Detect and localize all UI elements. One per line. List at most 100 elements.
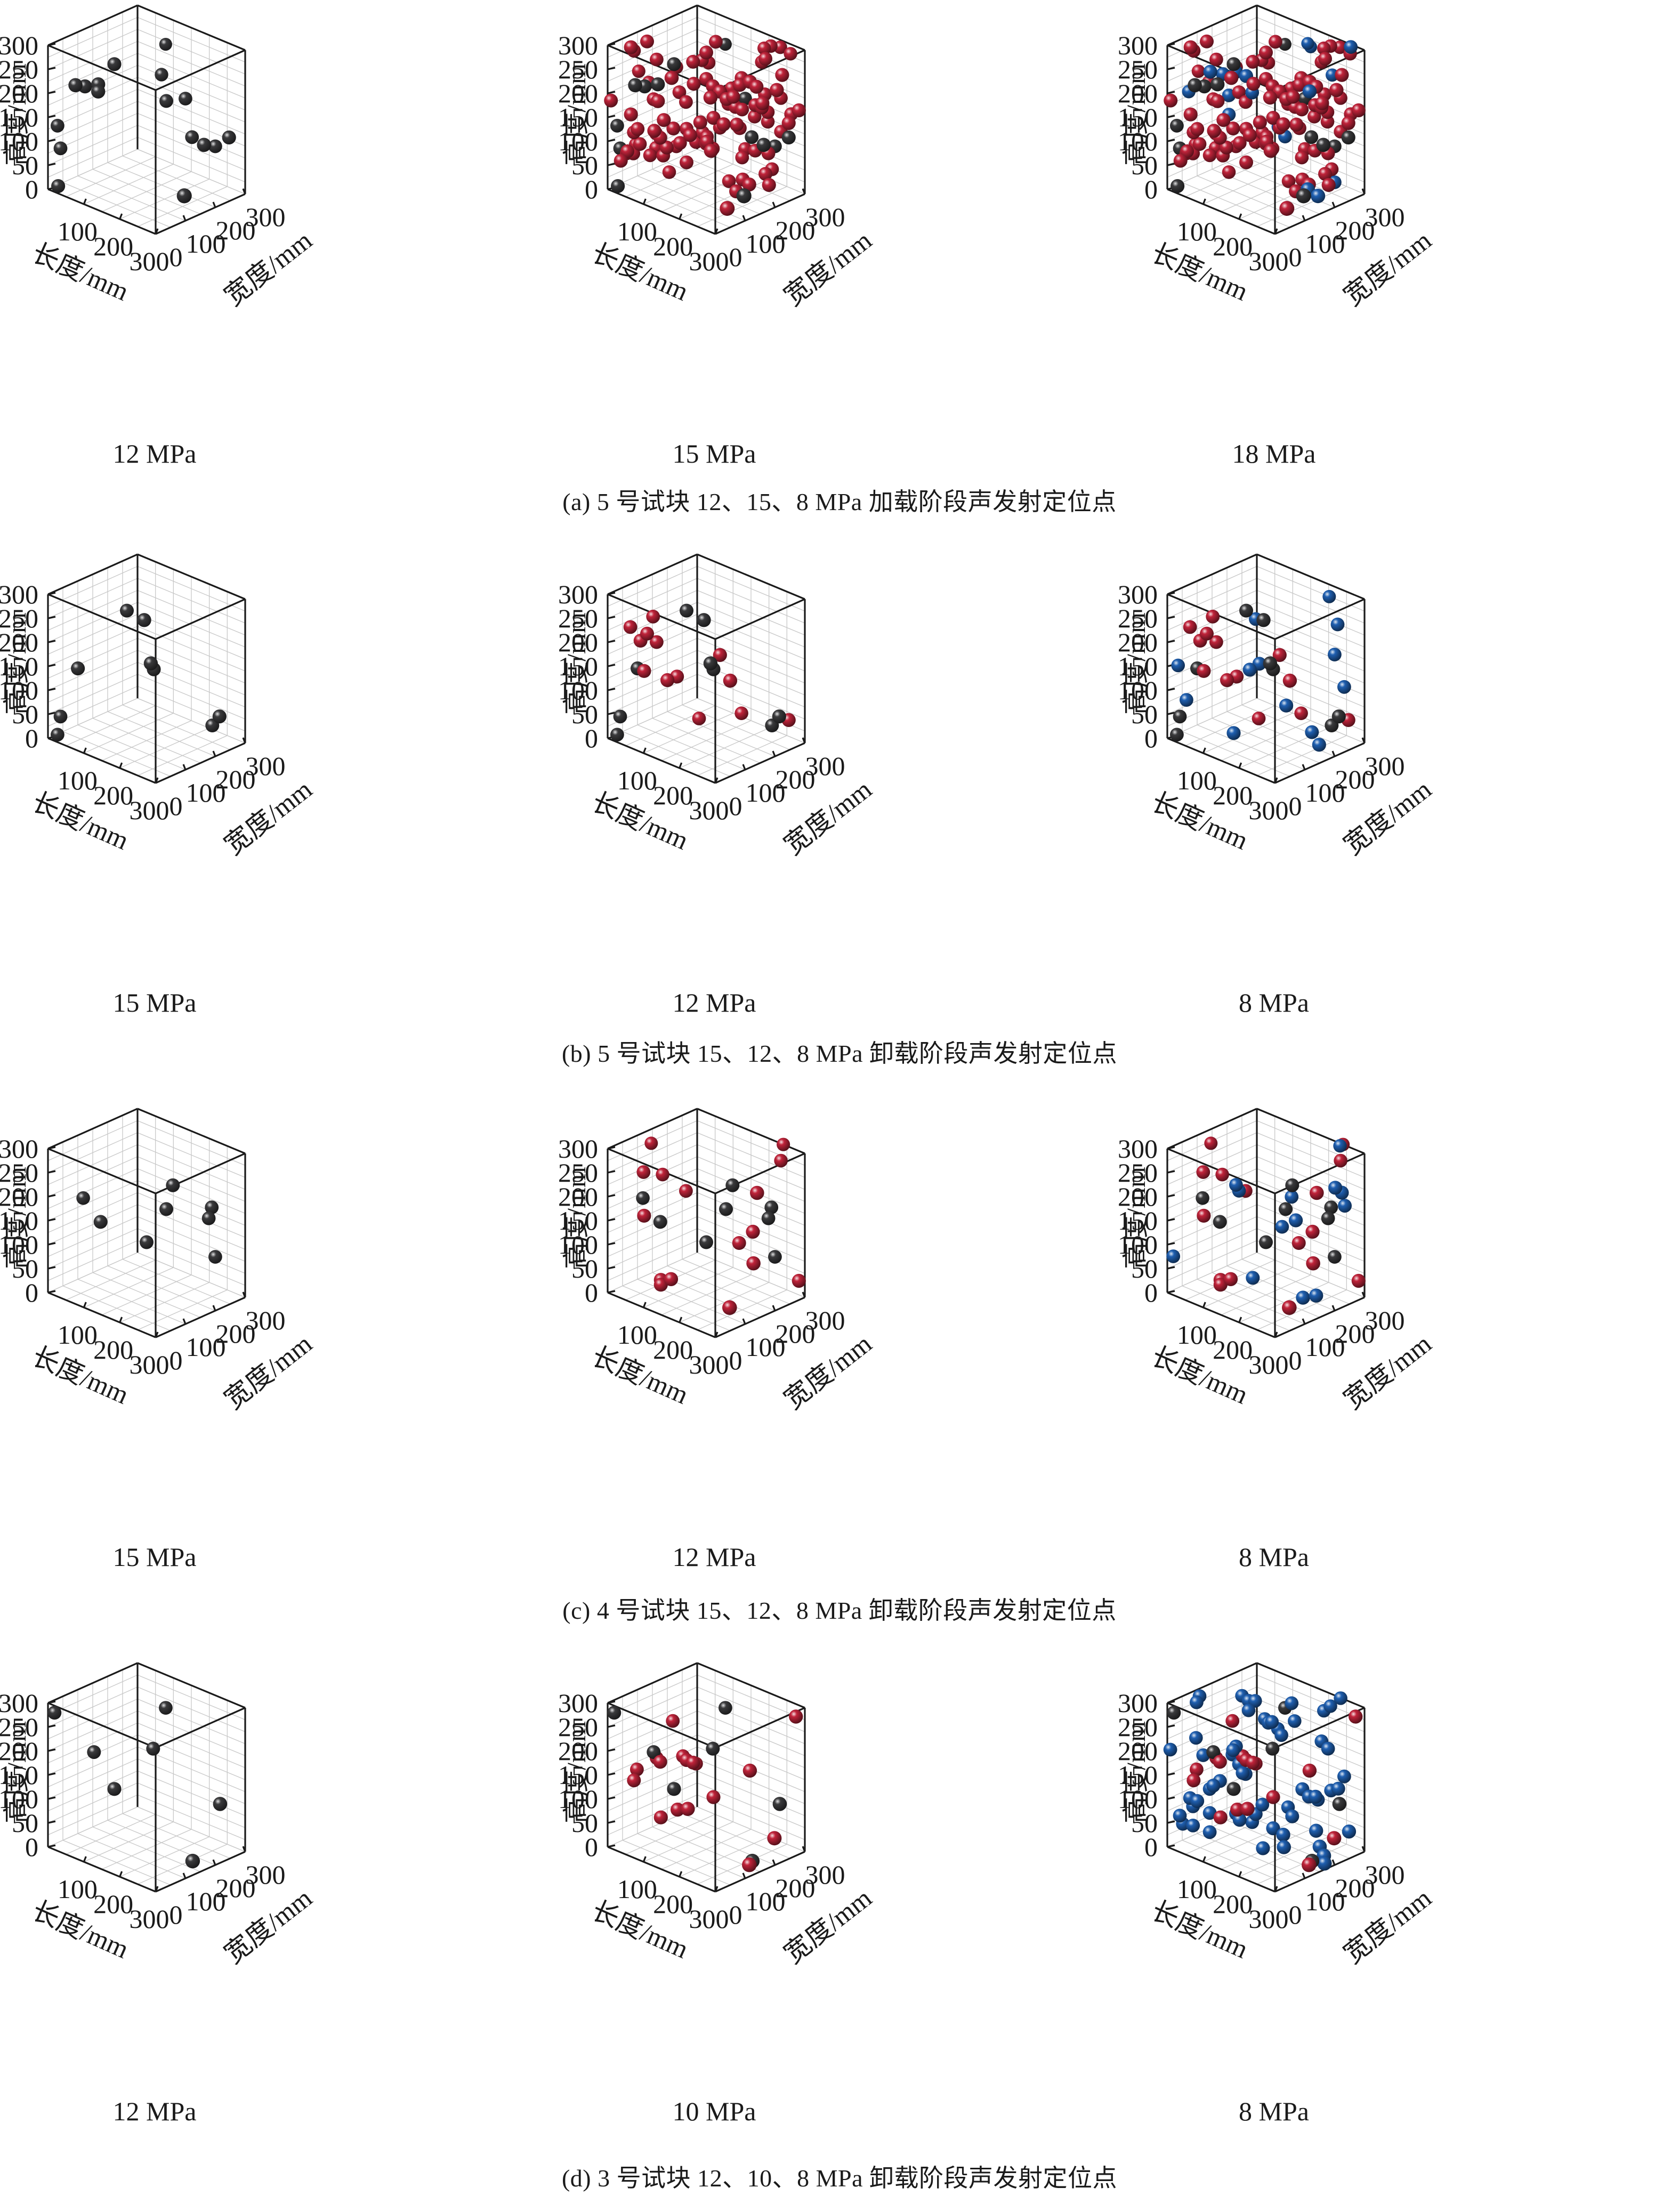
- data-point-red: [1246, 77, 1261, 91]
- grid-line: [47, 637, 138, 679]
- y-tick-mark: [242, 1291, 246, 1298]
- chart-panel: 0 50 100 150 200 250 300 100 200 300 0 100 200 300 高度/…: [1118, 549, 1679, 1018]
- y-tick-mark: [1331, 1859, 1336, 1866]
- data-point-red: [742, 1763, 757, 1778]
- data-point-blue: [1226, 1743, 1240, 1757]
- x-tick-mark: [1238, 213, 1242, 220]
- data-point-red: [732, 1236, 746, 1250]
- data-points: [47, 1701, 228, 1869]
- y-tick-mark: [802, 188, 806, 195]
- z-tick-label: 0: [25, 174, 38, 204]
- z-tick-label: 100: [1118, 675, 1158, 705]
- y-tick-label: 300: [246, 1305, 286, 1335]
- x-tick-label: 300: [689, 1904, 729, 1934]
- data-point-black: [611, 179, 625, 193]
- data-point-black: [1328, 1250, 1342, 1264]
- chart-title: 15 MPa: [673, 439, 756, 469]
- x-tick-mark: [1274, 777, 1278, 784]
- y-tick-label: 100: [186, 1332, 226, 1362]
- data-points: [1163, 1689, 1363, 1872]
- grid-line: [47, 136, 138, 178]
- data-point-black: [607, 1706, 621, 1720]
- grid-line: [607, 1240, 698, 1281]
- y-tick-label: 100: [746, 778, 786, 808]
- z-tick-mark: [47, 43, 56, 46]
- grid-line: [47, 626, 138, 667]
- data-point-red: [646, 609, 660, 624]
- data-point-red: [1276, 117, 1290, 132]
- data-point-black: [146, 1741, 160, 1756]
- data-point-blue: [1330, 617, 1345, 632]
- data-point-blue: [1309, 1823, 1323, 1838]
- data-point-black: [91, 84, 106, 99]
- data-point-red: [1240, 1802, 1255, 1816]
- z-tick-mark: [1167, 688, 1175, 691]
- grid-line: [47, 590, 138, 631]
- grid-line: [137, 1710, 246, 1756]
- x-tick-label: 100: [617, 1874, 657, 1904]
- z-tick-label: 150: [558, 1206, 598, 1236]
- data-point-black: [1170, 118, 1184, 133]
- grid-line: [1256, 1132, 1365, 1178]
- data-point-red: [1259, 45, 1273, 60]
- data-point-red: [630, 1762, 644, 1777]
- data-point-black: [1263, 656, 1278, 671]
- y-tick-label: 100: [746, 1886, 786, 1916]
- data-point-red: [623, 620, 637, 634]
- y-tick-label: 300: [805, 1860, 845, 1890]
- data-point-blue: [1241, 1704, 1256, 1717]
- data-point-red: [706, 1790, 721, 1804]
- grid-line: [697, 1710, 805, 1756]
- z-tick-label: 200: [0, 78, 38, 108]
- x-tick-label: 200: [653, 1335, 693, 1365]
- data-point-blue: [1190, 1695, 1204, 1709]
- data-point-blue: [1301, 37, 1314, 50]
- z-tick-mark: [1167, 139, 1175, 142]
- data-point-red: [1239, 155, 1253, 169]
- z-tick-label: 100: [558, 1784, 598, 1814]
- data-point-black: [647, 1745, 661, 1759]
- data-point-red: [784, 47, 797, 61]
- x-tick-label: 100: [58, 765, 98, 795]
- grid-line: [1167, 1698, 1257, 1740]
- data-point-blue: [1309, 1288, 1323, 1303]
- z-tick-mark: [607, 1700, 616, 1704]
- grid-line: [667, 1265, 776, 1311]
- data-point-red: [726, 90, 740, 104]
- data-points: [636, 1136, 806, 1315]
- data-point-red: [637, 1208, 651, 1223]
- data-points: [51, 603, 227, 742]
- z-tick-mark: [1167, 163, 1175, 166]
- data-point-black: [1321, 1211, 1335, 1225]
- z-tick-label: 200: [558, 78, 598, 108]
- data-point-blue: [1265, 1715, 1279, 1729]
- z-tick-mark: [1167, 616, 1175, 619]
- z-tick-mark: [607, 1194, 616, 1198]
- z-tick-label: 250: [1118, 603, 1158, 633]
- x-tick-mark: [119, 1317, 123, 1323]
- y-tick-mark: [182, 1318, 187, 1325]
- data-point-black: [703, 656, 718, 671]
- grid-line: [47, 77, 138, 118]
- data-point-blue: [1246, 1271, 1260, 1285]
- z-tick-mark: [47, 1242, 56, 1246]
- grid-line: [607, 578, 698, 619]
- x-tick-mark: [679, 762, 683, 769]
- data-point-red: [631, 122, 645, 136]
- z-tick-label: 150: [0, 1760, 38, 1790]
- grid-line: [1167, 29, 1257, 70]
- chart-title: 12 MPa: [113, 2096, 197, 2126]
- y-tick-label: 200: [216, 1873, 256, 1903]
- y-tick-mark: [1302, 215, 1306, 221]
- chart-panel: 0 50 100 150 200 250 300 100 200 300 0 100 200 300 高度/…: [558, 0, 1119, 469]
- cube-edge: [715, 193, 805, 235]
- z-tick-mark: [607, 1266, 616, 1270]
- z-tick-mark: [1167, 1290, 1175, 1294]
- grid-line: [697, 626, 805, 672]
- z-tick-label: 0: [585, 174, 598, 204]
- z-tick-mark: [47, 1748, 56, 1752]
- data-point-red: [636, 1165, 651, 1179]
- x-tick-label: 300: [689, 246, 729, 276]
